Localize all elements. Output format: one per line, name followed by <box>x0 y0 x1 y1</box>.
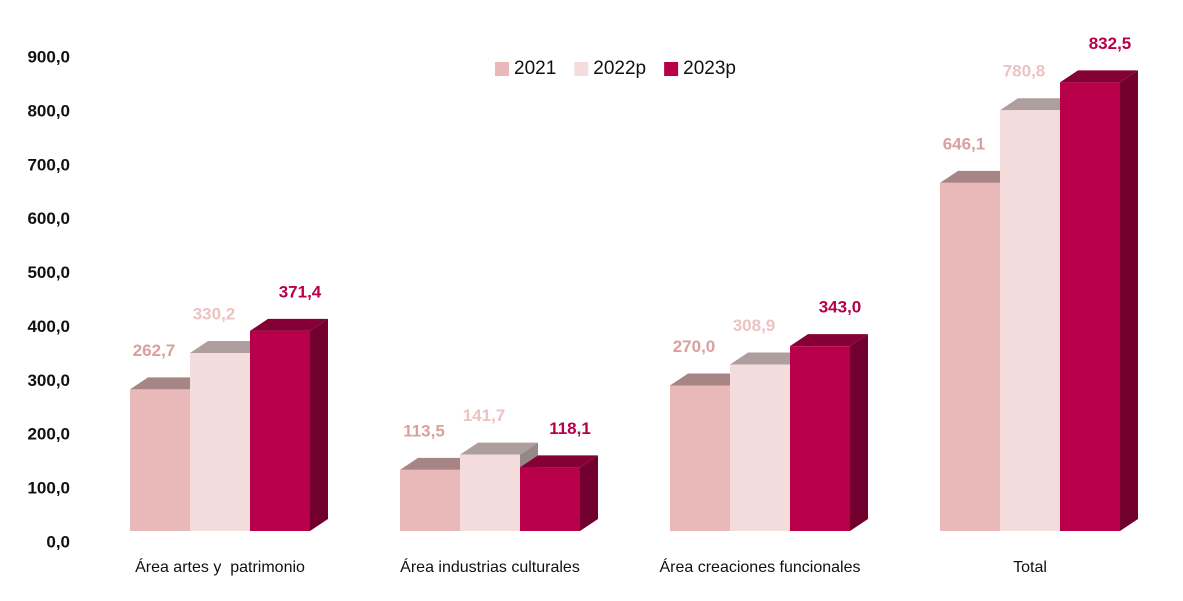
value-label: 343,0 <box>819 298 862 317</box>
bar-top <box>940 170 1018 183</box>
value-label: 262,7 <box>133 341 176 360</box>
y-tick-label: 100,0 <box>27 479 70 498</box>
bar-top <box>670 373 748 386</box>
bar-top <box>460 442 538 455</box>
value-label: 270,0 <box>673 337 716 356</box>
bar-top <box>1000 98 1078 111</box>
bar <box>460 454 520 531</box>
bar <box>190 353 250 531</box>
legend-swatch <box>664 62 679 76</box>
bar <box>1000 110 1060 531</box>
y-tick-label: 800,0 <box>27 101 70 120</box>
y-tick-label: 500,0 <box>27 263 70 282</box>
bar <box>790 346 850 531</box>
bar <box>1060 82 1120 531</box>
bar-top <box>250 318 328 331</box>
bar-top <box>730 352 808 365</box>
x-tick-label: Área creaciones funcionales <box>659 557 860 576</box>
legend-swatch <box>495 62 509 76</box>
value-label: 780,8 <box>1003 62 1046 81</box>
bar-top <box>190 341 268 354</box>
bar-top <box>130 377 208 390</box>
bar <box>520 467 580 531</box>
bar <box>130 389 190 531</box>
legend-label: 2023p <box>683 58 736 79</box>
y-tick-label: 0,0 <box>46 532 70 551</box>
bar-top <box>400 457 478 470</box>
y-tick-label: 900,0 <box>27 47 70 66</box>
value-label: 832,5 <box>1089 34 1132 53</box>
value-label: 113,5 <box>403 421 445 440</box>
bar-side <box>310 318 328 531</box>
bar-top <box>1060 70 1138 83</box>
legend-label: 2021 <box>514 58 556 79</box>
y-tick-label: 200,0 <box>27 425 70 444</box>
bar-top <box>790 334 868 347</box>
value-label: 141,7 <box>463 406 506 425</box>
bar-side <box>1120 70 1138 531</box>
y-tick-label: 400,0 <box>27 317 70 336</box>
x-tick-label: Área industrias culturales <box>400 557 580 576</box>
legend-swatch <box>574 62 589 76</box>
y-tick-label: 600,0 <box>27 209 70 228</box>
bar <box>940 182 1000 531</box>
y-tick-label: 700,0 <box>27 155 70 174</box>
bar-side <box>580 455 598 531</box>
value-label: 646,1 <box>943 134 986 153</box>
value-label: 330,2 <box>193 305 236 324</box>
bar <box>400 469 460 531</box>
legend-label: 2022p <box>593 58 646 79</box>
bar-side <box>850 334 868 531</box>
bar <box>670 385 730 531</box>
value-label: 308,9 <box>733 316 776 335</box>
bar <box>250 330 310 531</box>
bar <box>730 364 790 531</box>
value-label: 118,1 <box>549 419 591 438</box>
y-tick-label: 300,0 <box>27 371 70 390</box>
x-tick-label: Total <box>1013 559 1047 576</box>
bar-top <box>520 455 598 468</box>
x-tick-label: Área artes y patrimonio <box>135 557 305 576</box>
value-label: 371,4 <box>279 282 322 301</box>
